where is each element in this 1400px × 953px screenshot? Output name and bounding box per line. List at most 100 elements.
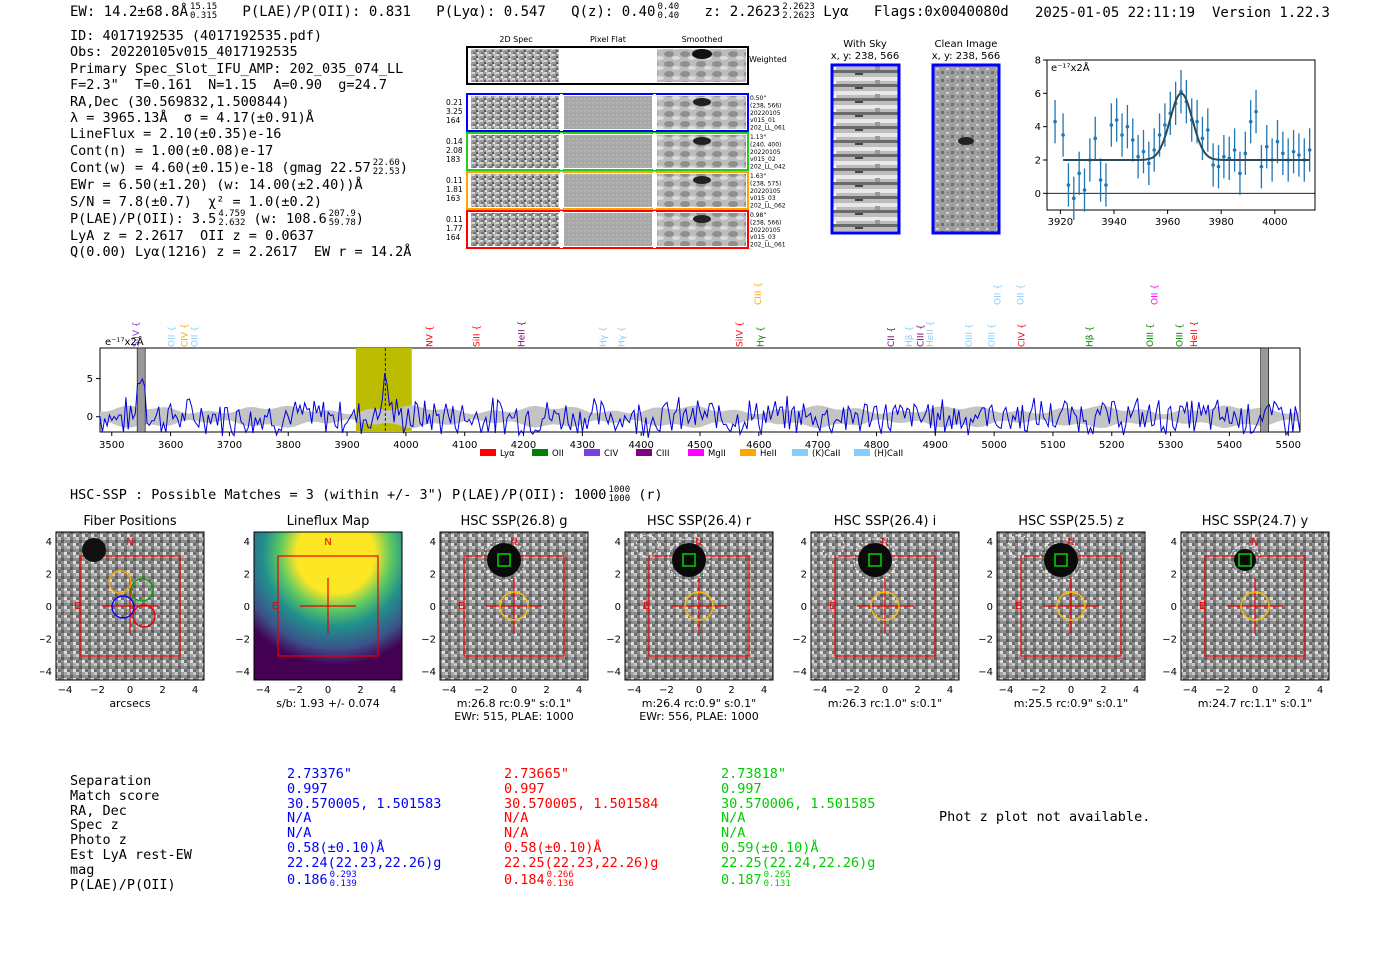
- hsc-xtick-label: 2: [1284, 685, 1290, 696]
- legend-swatch: [636, 449, 652, 456]
- legend-label: (K)CaII: [812, 449, 840, 459]
- hsc-east-label: E: [1199, 601, 1205, 612]
- hsc-panel-title: HSC SSP(26.8) g: [460, 514, 567, 529]
- hsc-panel-title: HSC SSP(24.7) y: [1202, 514, 1309, 529]
- fit-point: [1053, 119, 1057, 124]
- hsc-panel-title: HSC SSP(25.5) z: [1018, 514, 1124, 529]
- cutout-source-blob: [693, 137, 711, 145]
- hsc-ytick-label: 4: [1171, 537, 1177, 548]
- spec-masked-region: [1260, 347, 1270, 433]
- legend-swatch: [792, 449, 808, 456]
- hsc-caption: m:26.3 rc:1.0" s:0.1": [828, 697, 943, 710]
- cutout-right-label: v015_02: [750, 156, 776, 163]
- fit-unit-label: e⁻¹⁷x2Å: [1051, 61, 1090, 74]
- plae-w-hi: 207.9: [328, 209, 356, 220]
- fit-point: [1254, 109, 1258, 114]
- spec-xtick-label: 3800: [276, 440, 301, 451]
- ew-value: EW: 14.2±68.8Å: [70, 4, 189, 20]
- fiber-circle: [108, 570, 132, 594]
- fit-point: [1307, 148, 1312, 152]
- cutout-right-label: (238, 575): [750, 180, 781, 187]
- hsc-panel: HSC SSP(26.8) g −4 −4 −2 −2 0 0 2 2 4 4 N Em:26.8 rc…: [421, 514, 589, 723]
- match-plae-lo: 0.131: [763, 878, 791, 889]
- info-contn: Cont(n) = 1.00(±0.08)e-17: [70, 142, 274, 159]
- cutout-left-label: 1.81: [446, 185, 463, 194]
- hsc-aperture-circle: [870, 591, 900, 621]
- line-fit-chart: e⁻¹⁷x2Å 3920 3940 3960 3980 4000 0 2 4 6 8: [1035, 56, 1316, 228]
- match-value: 30.570005, 1.501584: [504, 795, 659, 812]
- hsc-panel: Lineflux Map −4 −4 −2 −2 0 0 2 2 4 4 N Es/b: 1.93 +/…: [235, 514, 403, 710]
- hsc-xtick-label: 0: [1252, 685, 1258, 696]
- fit-point: [1136, 154, 1140, 159]
- spec-line-label: OIII {: [1146, 323, 1156, 347]
- match-value: 0.58(±0.10)Å: [504, 839, 602, 856]
- match-labels: Separation Match score RA, Dec Spec z Photo …: [70, 774, 192, 892]
- weighted-2dspec: [471, 49, 559, 82]
- match-plae-value: 0.187: [721, 871, 762, 888]
- fit-point: [1114, 118, 1119, 122]
- spec-line-label: SiIV {: [132, 321, 142, 347]
- cutout-right-label: 20220105: [750, 188, 781, 195]
- match-label: Spec z: [70, 817, 119, 834]
- fit-point: [1098, 178, 1103, 182]
- hsc-xtick-label: 2: [1100, 685, 1106, 696]
- plae-hi: 4.759: [218, 209, 246, 220]
- hsc-panel-title: HSC SSP(26.4) r: [647, 514, 752, 529]
- fit-point: [1238, 171, 1242, 176]
- hsc-east-label: E: [1015, 601, 1021, 612]
- plae-w-lo: 59.78: [328, 218, 356, 229]
- col-header-smoothed: Smoothed: [682, 35, 723, 44]
- fiber-circle: [111, 595, 135, 619]
- hsc-source-blob: [672, 543, 706, 577]
- hsc-north-label: N: [324, 537, 331, 548]
- fit-point: [1222, 154, 1226, 159]
- weighted-smoothed-blob: [692, 49, 712, 59]
- legend-label: Lyα: [500, 449, 515, 459]
- col-header-2dspec: 2D Spec: [499, 35, 532, 44]
- spec-line-label: HeII {: [926, 321, 936, 347]
- cutout-left-label: 0.14: [446, 137, 463, 146]
- cutout-right-label: v015_01: [750, 117, 776, 124]
- cutout-right-label: 1.13": [750, 134, 766, 141]
- spec-line-label: OII {: [994, 284, 1004, 305]
- fit-point: [1141, 149, 1146, 154]
- hsc-source-blob: [858, 543, 892, 577]
- legend-label: CIII: [656, 449, 669, 459]
- fit-point: [1072, 196, 1076, 201]
- z-lo: 2.2623: [782, 11, 815, 21]
- hsc-catalog-circle: [667, 538, 711, 582]
- qz-value: Q(z): 0.40: [571, 4, 656, 20]
- hsc-ytick-label: 2: [430, 570, 436, 581]
- match-plae-value: 0.186: [287, 871, 328, 888]
- cutout-left-label: 3.25: [446, 107, 463, 116]
- match-plae-lo: 0.139: [329, 878, 357, 889]
- cutout-right-label: 202_LL_042: [750, 164, 786, 171]
- info-lambda: λ = 3965.13Å σ = 4.17(±0.91)Å: [70, 110, 314, 127]
- spec-unit-label: e⁻¹⁷x2Å: [105, 335, 144, 348]
- match-value: 30.570005, 1.501583: [287, 795, 442, 812]
- cutout-pixelflat: [564, 174, 652, 207]
- hsc-east-label: E: [458, 601, 464, 612]
- hsc-caption: m:26.8 rc:0.9" s:0.1": [457, 697, 572, 710]
- hsc-xtick-label: 2: [357, 685, 363, 696]
- hsc-ytick-label: 4: [615, 537, 621, 548]
- match-value: 0.58(±0.10)Å: [287, 839, 385, 856]
- spec-line-label: NV {: [425, 326, 435, 347]
- hsc-panel: HSC SSP(25.5) z −4 −4 −2 −2 0 0 2 2 4 4 N Em:25.5 rc…: [978, 514, 1146, 710]
- spec-xtick-label: 5200: [1099, 440, 1124, 451]
- match-plae-lo: 0.136: [546, 878, 574, 889]
- z-value: z: 2.2623: [704, 4, 781, 20]
- fit-point: [1232, 148, 1237, 152]
- fit-point: [1130, 138, 1135, 142]
- hsc-catalog-circle: [1039, 538, 1083, 582]
- hsc-ytick-label: 2: [615, 570, 621, 581]
- spec-xtick-label: 4500: [687, 440, 712, 451]
- hsc-source-blob: [1234, 549, 1256, 571]
- hsc-xtick-label: −4: [627, 685, 642, 696]
- spec-line-label: OII {: [191, 326, 201, 347]
- cutouts-2d: 2D Spec Pixel Flat Smoothed Weighted Sum…: [446, 35, 790, 249]
- spec-xtick-label: 3900: [334, 440, 359, 451]
- spec-xtick-label: 4000: [393, 440, 418, 451]
- hsc-ytick-label: −2: [978, 635, 993, 646]
